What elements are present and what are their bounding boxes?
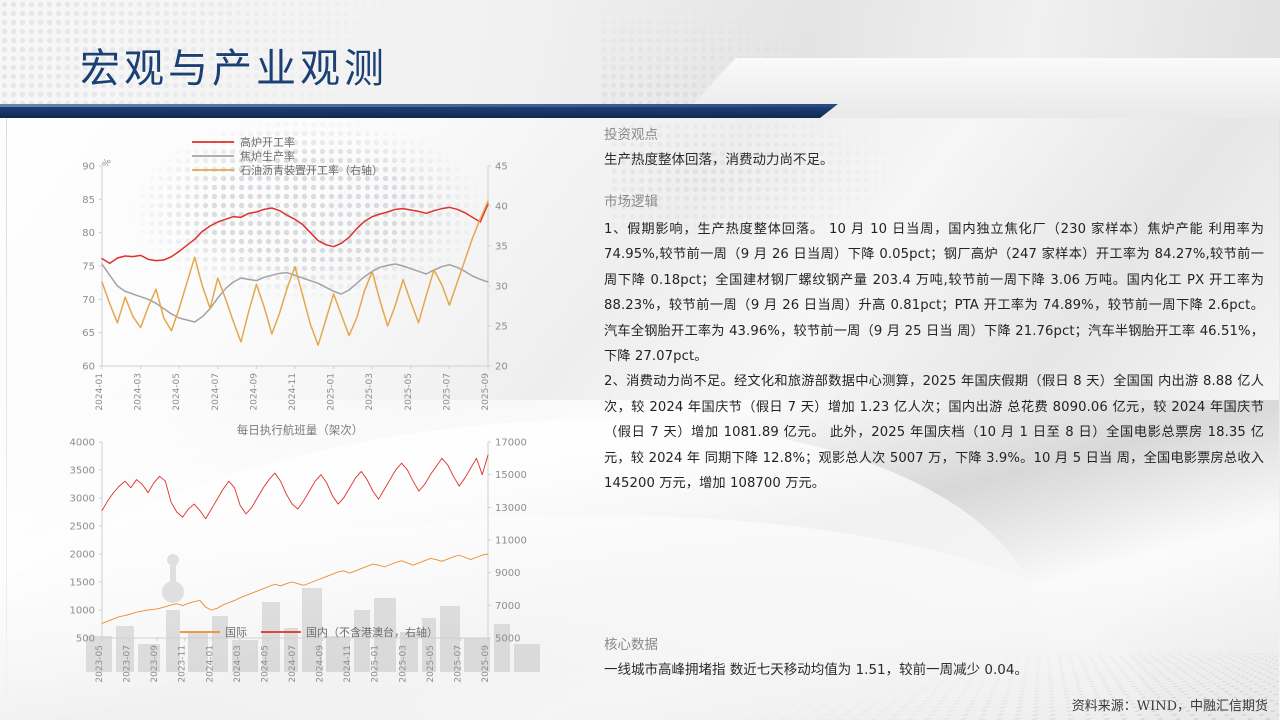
- svg-text:3500: 3500: [70, 466, 95, 477]
- svg-text:500: 500: [76, 634, 95, 645]
- market-logic-heading: 市场逻辑: [604, 194, 658, 210]
- svg-text:2024-05: 2024-05: [172, 373, 182, 411]
- svg-text:9000: 9000: [495, 568, 520, 579]
- svg-text:2025-05: 2025-05: [404, 373, 414, 411]
- content-panel: 投资观点 生产热度整体回落，消费动力尚不足。 市场逻辑 1、假期影响，生产热度整…: [604, 126, 1264, 706]
- svg-text:1500: 1500: [70, 578, 95, 589]
- svg-text:90: 90: [82, 162, 95, 173]
- svg-text:15000: 15000: [495, 470, 527, 481]
- svg-text:高炉开工率: 高炉开工率: [240, 135, 295, 149]
- market-logic-paragraph-2: 2、消费动力尚不足。经文化和旅游部数据中心测算，2025 年国庆假期（假日 8 …: [604, 374, 1264, 492]
- chart-bottom-title: 每日执行航班量（架次）: [237, 423, 364, 437]
- svg-text:80: 80: [82, 228, 95, 239]
- core-data-text: 一线城市高峰拥堵指 数近七天移动均值为 1.51，较前一周减少 0.04。: [604, 662, 1028, 678]
- market-logic-paragraph-1: 1、假期影响，生产热度整体回落。 10 月 10 日当周，国内独立焦化厂（230…: [604, 222, 1264, 365]
- svg-text:65: 65: [82, 328, 95, 339]
- svg-text:2025-09: 2025-09: [481, 373, 491, 411]
- svg-text:1000: 1000: [70, 606, 95, 617]
- svg-text:2023-11: 2023-11: [178, 645, 188, 683]
- svg-text:2025-07: 2025-07: [442, 373, 452, 411]
- svg-text:2023-09: 2023-09: [150, 645, 160, 683]
- svg-text:2024-11: 2024-11: [343, 645, 353, 683]
- header-dot-pattern: [0, 0, 640, 112]
- svg-text:2024-03: 2024-03: [134, 373, 144, 411]
- panel-spacer: [604, 171, 1264, 193]
- investment-view-heading: 投资观点: [604, 127, 658, 143]
- svg-text:13000: 13000: [495, 503, 527, 514]
- svg-text:国际: 国际: [225, 626, 247, 639]
- dotted-watermark-right: [610, 122, 910, 252]
- svg-text:2023-05: 2023-05: [95, 645, 105, 683]
- svg-text:2000: 2000: [70, 550, 95, 561]
- svg-text:2024-09: 2024-09: [249, 373, 259, 411]
- svg-text:2025-01: 2025-01: [371, 645, 381, 683]
- source-footer: 资料来源：WIND，中融汇信期货: [1071, 699, 1268, 714]
- page-title: 宏观与产业观测: [80, 46, 388, 92]
- svg-text:2025-05: 2025-05: [426, 645, 436, 683]
- city-skyline-watermark: [86, 554, 540, 672]
- chart-operating-rates: 60 65 70 75 80 85 90 20 25 30 35 40 45% 2024-01 2024-0…: [40, 126, 560, 426]
- svg-text:20: 20: [495, 362, 508, 373]
- svg-text:2024-03: 2024-03: [233, 645, 243, 683]
- svg-text:7000: 7000: [495, 601, 520, 612]
- svg-text:75: 75: [82, 262, 95, 273]
- investment-view-lead: 生产热度整体回落，消费动力尚不足。: [604, 152, 834, 168]
- svg-text:2024-05: 2024-05: [260, 645, 270, 683]
- svg-text:%: %: [101, 157, 114, 170]
- svg-text:2025-03: 2025-03: [398, 645, 408, 683]
- svg-text:35: 35: [495, 242, 508, 253]
- svg-text:60: 60: [82, 362, 95, 373]
- svg-text:2025-01: 2025-01: [327, 373, 337, 411]
- page-left-rule: [6, 118, 7, 720]
- svg-text:2025-07: 2025-07: [453, 645, 463, 683]
- svg-text:85: 85: [82, 195, 95, 206]
- header-blue-bar: [0, 104, 838, 118]
- svg-text:40: 40: [495, 202, 508, 213]
- svg-text:2024-07: 2024-07: [288, 645, 298, 683]
- svg-text:2023-07: 2023-07: [123, 645, 133, 683]
- svg-text:3000: 3000: [70, 494, 95, 505]
- svg-text:2025-09: 2025-09: [481, 645, 491, 683]
- core-data-block: 核心数据 一线城市高峰拥堵指 数近七天移动均值为 1.51，较前一周减少 0.0…: [604, 636, 1264, 681]
- svg-text:石油沥青装置开工率（右轴）: 石油沥青装置开工率（右轴）: [240, 163, 383, 177]
- svg-text:2024-01: 2024-01: [95, 373, 105, 411]
- svg-text:11000: 11000: [495, 536, 527, 547]
- svg-text:国内（不含港澳台，右轴）: 国内（不含港澳台，右轴）: [306, 625, 438, 639]
- svg-text:2024-11: 2024-11: [288, 373, 298, 411]
- svg-text:45: 45: [495, 162, 508, 173]
- svg-text:2024-07: 2024-07: [211, 373, 221, 411]
- svg-text:30: 30: [495, 282, 508, 293]
- svg-text:焦炉生产率: 焦炉生产率: [240, 149, 295, 163]
- header-bar-highlight: [0, 104, 838, 107]
- svg-text:17000: 17000: [495, 438, 527, 449]
- chart-daily-flights: 500 1000 1500 2000 2500 3000 3500 4000 5000 7000 9…: [40, 420, 560, 710]
- dotted-map-watermark: [120, 120, 540, 320]
- svg-text:5000: 5000: [495, 634, 520, 645]
- core-data-heading: 核心数据: [604, 637, 658, 653]
- svg-text:2025-03: 2025-03: [365, 373, 375, 411]
- svg-text:70: 70: [82, 295, 95, 306]
- svg-text:2500: 2500: [70, 522, 95, 533]
- svg-text:2024-09: 2024-09: [316, 645, 326, 683]
- svg-text:4000: 4000: [70, 438, 95, 449]
- svg-text:25: 25: [495, 322, 508, 333]
- svg-text:2024-01: 2024-01: [205, 645, 215, 683]
